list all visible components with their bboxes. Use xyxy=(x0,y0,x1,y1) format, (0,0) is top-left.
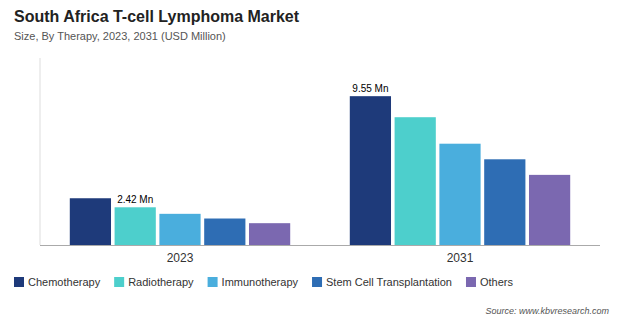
legend-swatch xyxy=(114,277,124,287)
legend: Chemotherapy Radiotherapy Immunotherapy Ste… xyxy=(14,276,513,288)
bar xyxy=(249,223,290,245)
legend-swatch xyxy=(14,277,24,287)
y-axis-line xyxy=(40,58,41,245)
bar xyxy=(350,96,391,245)
legend-label: Stem Cell Transplantation xyxy=(326,276,452,288)
bar xyxy=(115,207,156,245)
legend-swatch xyxy=(466,277,476,287)
legend-swatch xyxy=(208,277,218,287)
legend-label: Immunotherapy xyxy=(222,276,299,288)
title: South Africa T-cell Lymphoma Market xyxy=(14,8,300,25)
bar xyxy=(204,219,245,245)
legend-swatch xyxy=(312,277,322,287)
chart: South Africa T-cell Lymphoma Market Size,… xyxy=(0,0,619,322)
bar xyxy=(159,214,200,245)
subtitle: Size, By Therapy, 2023, 2031 (USD Millio… xyxy=(14,30,226,42)
x-tick-label: 2031 xyxy=(447,251,474,265)
bars xyxy=(70,96,570,245)
bar xyxy=(529,175,570,245)
legend-label: Chemotherapy xyxy=(28,276,101,288)
bar xyxy=(484,159,525,245)
bar xyxy=(439,144,480,245)
bar xyxy=(70,198,111,245)
legend-label: Others xyxy=(480,276,514,288)
bar xyxy=(395,117,436,245)
annotation: 2.42 Mn xyxy=(117,194,153,205)
legend-label: Radiotherapy xyxy=(128,276,194,288)
source: Source: www.kbvresearch.com xyxy=(485,306,609,316)
annotation: 9.55 Mn xyxy=(352,83,388,94)
x-axis-line xyxy=(40,245,600,246)
x-tick-label: 2023 xyxy=(167,251,194,265)
